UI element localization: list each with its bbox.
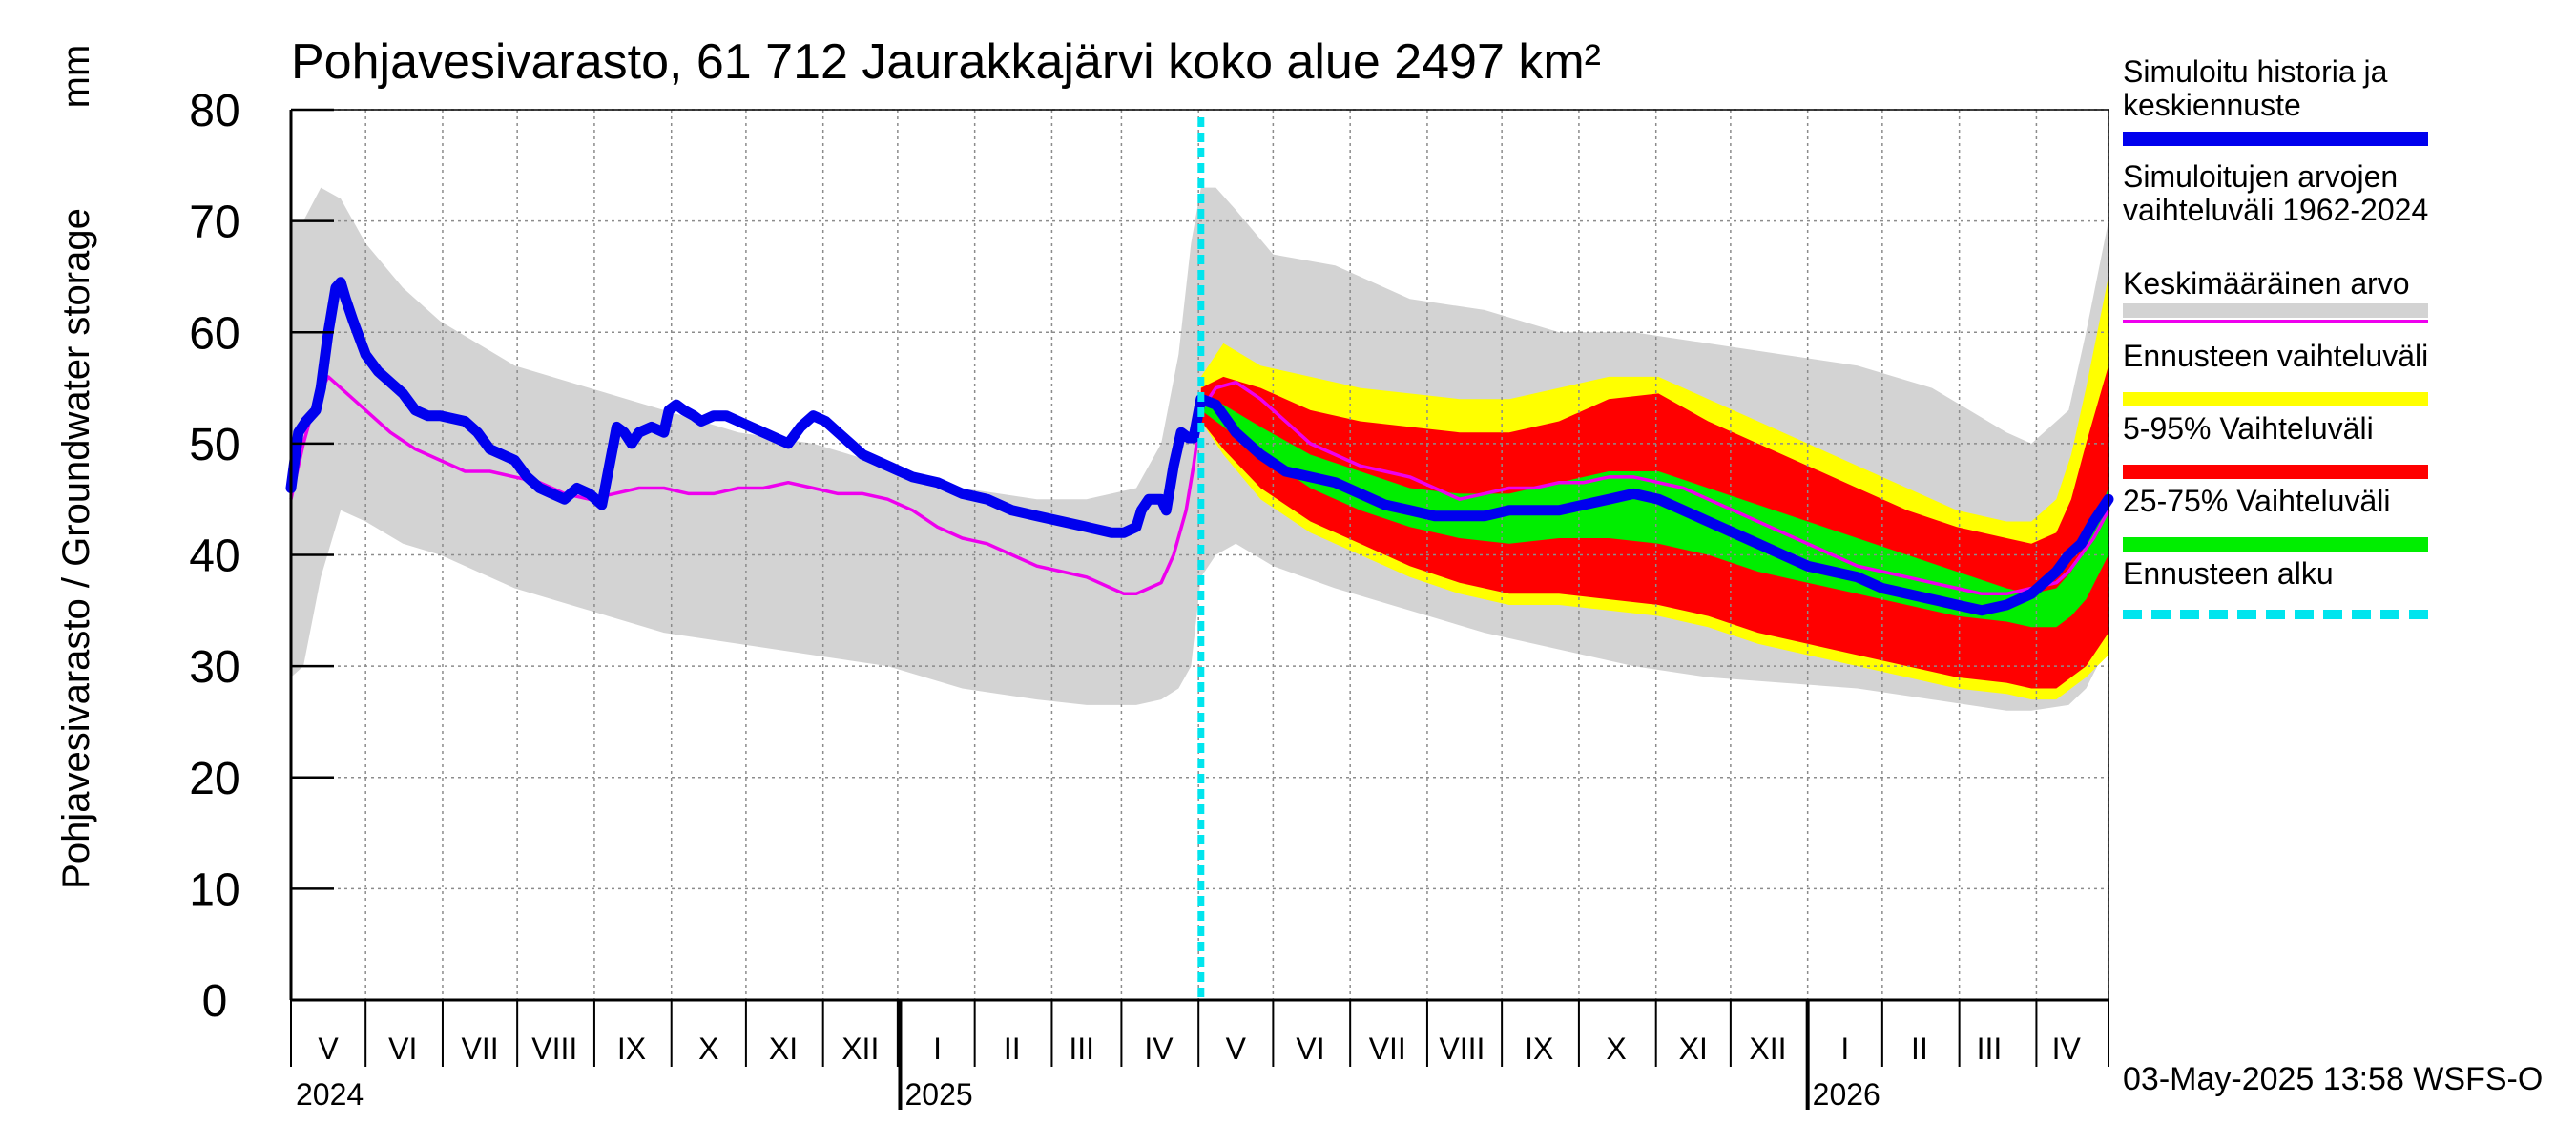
legend-item: Ennusteen alku [2123,556,2571,619]
legend-label: Keskimääräinen arvo [2123,266,2410,301]
legend-label: Ennusteen vaihteluväli [2123,339,2429,373]
x-month-label: VII [1369,1031,1406,1066]
legend-swatch [2123,392,2428,406]
y-tick-label: 10 [189,864,239,915]
x-month-label: VI [388,1031,417,1066]
x-month-label: II [1004,1031,1021,1066]
x-month-label: VII [461,1031,498,1066]
legend-swatch [2123,610,2428,619]
x-month-label: V [1226,1031,1247,1066]
legend-label: 5-95% Vaihteluväli [2123,411,2374,446]
y-tick-label: 30 [189,642,239,693]
x-month-label: XII [841,1031,879,1066]
legend-swatch [2123,320,2428,323]
x-month-label: VIII [531,1031,577,1066]
x-month-label: IV [1144,1031,1174,1066]
y-tick-label: 40 [189,531,239,582]
history-forecast-line [285,277,2114,616]
legend-swatch [2123,465,2428,479]
x-year-label: 2026 [1813,1077,1880,1112]
legend-label: Ennusteen alku [2123,556,2334,591]
legend-item: 25-75% Vaihteluväli [2123,484,2571,552]
x-month-label: I [933,1031,942,1066]
y-tick-label: 70 [189,198,239,248]
legend-swatch [2123,303,2428,318]
x-month-label: XI [769,1031,798,1066]
legend-label: Simuloitu historia ja keskiennuste [2123,54,2388,122]
x-month-label: V [318,1031,339,1066]
band-3 [1200,393,2109,628]
y-tick-label: 50 [189,420,239,470]
x-year-label: 2025 [904,1077,972,1112]
legend-swatch [2123,537,2428,552]
legend-item: Ennusteen vaihteluväli [2123,339,2571,406]
x-month-label: VI [1296,1031,1324,1066]
x-month-label: IX [617,1031,646,1066]
y-tick-label: 60 [189,308,239,359]
y-tick-label: 20 [189,754,239,804]
legend-label: Simuloitujen arvojen vaihteluväli 1962-2… [2123,159,2429,227]
chart-bands [291,187,2109,711]
legend-item: Simuloitujen arvojen vaihteluväli 1962-2… [2123,159,2571,318]
y-tick-label: 80 [189,86,239,136]
x-month-label: II [1911,1031,1928,1066]
legend-item: Keskimääräinen arvo [2123,266,2571,323]
x-month-label: XII [1749,1031,1786,1066]
x-month-label: III [1069,1031,1094,1066]
x-month-label: IX [1525,1031,1553,1066]
legend-item: Simuloitu historia ja keskiennuste [2123,54,2571,146]
chart-lines [285,117,2114,1000]
y-axis-label: Pohjavesivarasto / Groundwater storage [55,208,97,889]
legend-label: 25-75% Vaihteluväli [2123,484,2391,518]
x-month-label: III [1977,1031,2003,1066]
x-month-label: X [698,1031,718,1066]
legend-item: 5-95% Vaihteluväli [2123,411,2571,479]
mean-line [289,375,2110,596]
x-month-label: X [1606,1031,1626,1066]
legend-swatch [2123,132,2428,146]
x-month-label: I [1840,1031,1849,1066]
x-year-label: 2024 [296,1077,364,1112]
y-tick-label: 0 [202,976,228,1027]
y-axis-unit: mm [55,45,97,109]
x-month-label: IV [2052,1031,2082,1066]
x-month-label: XI [1679,1031,1708,1066]
x-month-label: VIII [1439,1031,1485,1066]
chart-title: Pohjavesivarasto, 61 712 Jaurakkajärvi k… [291,34,1601,90]
timestamp-footer: 03-May-2025 13:58 WSFS-O [2123,1061,2544,1097]
